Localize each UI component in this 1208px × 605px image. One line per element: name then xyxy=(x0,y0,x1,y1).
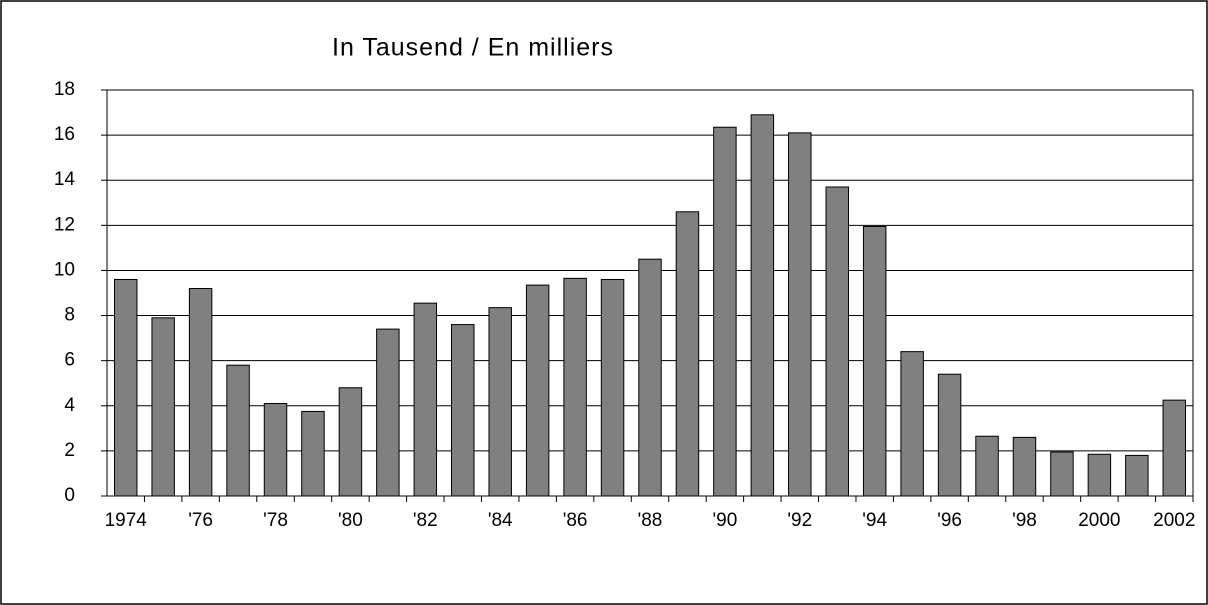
chart-title: In Tausend / En milliers xyxy=(332,34,614,62)
bar xyxy=(713,126,737,497)
bar xyxy=(1087,453,1112,497)
x-tick-label: '76 xyxy=(188,510,213,531)
bar xyxy=(1012,436,1037,497)
bar xyxy=(750,114,775,497)
bar xyxy=(1125,454,1149,497)
x-tick-label: '86 xyxy=(563,510,588,531)
x-tick-label: '98 xyxy=(1012,510,1037,531)
bar xyxy=(113,278,138,497)
y-tick-label: 14 xyxy=(54,169,76,190)
x-tick-label: 2000 xyxy=(1078,510,1120,531)
bar xyxy=(151,317,175,497)
x-tick-label: '96 xyxy=(937,510,962,531)
y-tick-label: 0 xyxy=(64,485,75,506)
bar xyxy=(488,307,512,497)
bar xyxy=(825,186,849,497)
bar xyxy=(900,351,924,497)
y-tick-label: 18 xyxy=(54,79,75,100)
bar xyxy=(525,284,550,497)
x-tick-label: '88 xyxy=(638,510,663,531)
bar xyxy=(263,403,288,497)
bar xyxy=(1162,399,1187,497)
bar xyxy=(638,258,662,497)
y-tick-label: 10 xyxy=(54,259,75,280)
bar xyxy=(376,328,400,497)
x-tick-label: 2002 xyxy=(1153,510,1195,531)
bar xyxy=(563,277,587,497)
y-tick-label: 12 xyxy=(54,214,75,235)
y-tick-label: 16 xyxy=(54,124,75,145)
x-tick-label: '84 xyxy=(488,510,513,531)
bar xyxy=(937,373,962,497)
bar xyxy=(451,324,475,497)
x-tick-label: '78 xyxy=(263,510,288,531)
y-tick-label: 4 xyxy=(64,395,75,416)
bar xyxy=(338,387,363,497)
x-tick-label: 1974 xyxy=(105,510,148,531)
x-tick-label: '80 xyxy=(338,510,363,531)
bar xyxy=(975,435,999,497)
x-tick-label: '82 xyxy=(413,510,438,531)
bar xyxy=(675,211,700,497)
y-tick-label: 6 xyxy=(64,350,75,371)
bar xyxy=(862,225,887,497)
bar xyxy=(413,302,438,497)
bar xyxy=(188,287,213,497)
bar xyxy=(226,364,250,497)
bar xyxy=(600,278,625,497)
y-tick-label: 8 xyxy=(64,305,75,326)
bar xyxy=(301,410,325,497)
x-tick-label: '92 xyxy=(787,510,812,531)
bar xyxy=(1050,451,1074,497)
x-tick-label: '90 xyxy=(713,510,738,531)
bar xyxy=(788,132,812,497)
y-tick-label: 2 xyxy=(64,440,75,461)
x-tick-label: '94 xyxy=(862,510,887,531)
